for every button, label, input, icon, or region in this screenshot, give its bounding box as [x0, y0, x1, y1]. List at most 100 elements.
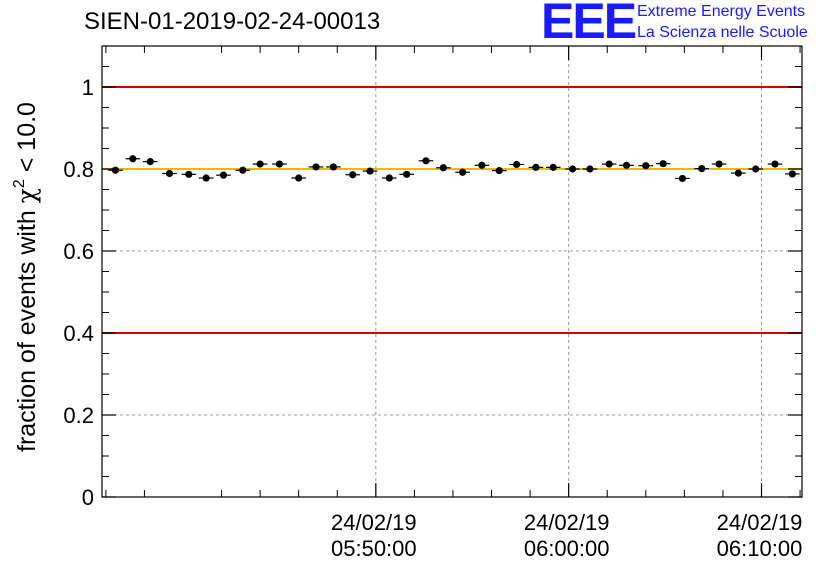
- grid: [102, 46, 802, 497]
- marker: [622, 161, 631, 169]
- marker: [513, 160, 521, 169]
- y-axis-label-suffix: < 10.0: [13, 102, 41, 179]
- marker: [752, 165, 760, 173]
- y-axis-label-prefix: fraction of events with: [13, 203, 41, 452]
- data-point: [308, 163, 324, 171]
- axis-ticks: [102, 46, 802, 498]
- marker: [312, 163, 320, 171]
- run-title: SIEN-01-2019-02-24-00013: [84, 8, 381, 35]
- marker: [111, 166, 120, 174]
- data-point: [362, 167, 378, 175]
- y-axis-label-exponent: 2: [11, 179, 28, 188]
- data-point: [345, 171, 361, 179]
- data-point: [382, 174, 397, 182]
- marker: [698, 164, 706, 173]
- data-point: [326, 163, 341, 171]
- data-point: [655, 160, 671, 168]
- data-point: [619, 161, 634, 169]
- marker: [239, 166, 247, 174]
- marker: [642, 162, 650, 170]
- data-point: [418, 157, 434, 165]
- marker: [295, 174, 303, 182]
- marker: [605, 160, 613, 168]
- x-tick-label-date: 24/02/19: [717, 510, 803, 535]
- logo-mark: EEE: [541, 0, 637, 49]
- data-point: [711, 160, 727, 168]
- x-tick-label-time: 05:50:00: [331, 536, 417, 561]
- logo-line-2: La Scienza nelle Scuole: [637, 24, 808, 41]
- y-tick-label: 0.4: [63, 321, 94, 346]
- horizontal-lines: [102, 86, 802, 334]
- marker: [422, 157, 430, 165]
- marker: [349, 171, 357, 179]
- data-point: [731, 169, 746, 177]
- plot-frame: [101, 45, 803, 498]
- data-point: [767, 160, 783, 168]
- marker: [202, 174, 210, 182]
- plot-border: [101, 45, 803, 498]
- data-point: [638, 162, 654, 170]
- marker: [734, 169, 742, 177]
- data-point: [142, 158, 158, 166]
- marker: [165, 169, 174, 178]
- y-axis-label-symbol: χ: [12, 188, 41, 203]
- y-tick-label: 1: [82, 75, 94, 100]
- marker: [586, 165, 594, 173]
- eee-logo: EEE Extreme Energy Events La Scienza nel…: [541, 0, 831, 48]
- data-point: [252, 160, 268, 168]
- marker: [403, 170, 411, 178]
- data-point: [748, 165, 764, 173]
- y-tick-label: 0: [82, 485, 94, 510]
- data-point: [545, 163, 561, 171]
- x-tick-label-date: 24/02/19: [331, 510, 417, 535]
- data-point: [455, 168, 470, 176]
- y-axis-label: fraction of events with χ2 < 10.0: [11, 102, 41, 452]
- marker: [678, 174, 687, 183]
- y-tick-label: 0.6: [63, 239, 94, 264]
- marker: [459, 168, 467, 176]
- marker: [771, 160, 779, 168]
- data-point: [181, 170, 197, 178]
- data-points: [108, 155, 800, 183]
- marker: [129, 155, 137, 163]
- marker: [568, 165, 577, 173]
- data-point: [216, 171, 231, 179]
- data-point: [125, 155, 141, 163]
- marker: [219, 171, 228, 179]
- logo-line-1: Extreme Energy Events: [637, 3, 806, 20]
- data-point: [601, 160, 617, 168]
- data-point: [235, 166, 251, 174]
- data-point: [491, 167, 507, 175]
- data-point: [272, 160, 287, 168]
- data-point: [162, 169, 177, 178]
- marker: [329, 163, 338, 171]
- marker: [532, 163, 540, 171]
- x-tick-label-time: 06:10:00: [717, 536, 803, 561]
- marker: [146, 158, 154, 166]
- data-point: [474, 161, 490, 169]
- marker: [659, 160, 667, 168]
- data-point: [528, 163, 544, 171]
- data-point: [694, 164, 710, 173]
- marker: [495, 167, 503, 175]
- x-tick-label-date: 24/02/19: [524, 510, 610, 535]
- marker: [788, 170, 796, 178]
- data-point: [582, 165, 598, 173]
- axis-labels: 00.20.40.60.8124/02/1905:50:0024/02/1906…: [11, 75, 802, 561]
- data-point: [198, 174, 214, 182]
- data-point: [565, 165, 580, 173]
- marker: [385, 174, 393, 182]
- marker: [439, 164, 447, 172]
- y-tick-label: 0.8: [63, 157, 94, 182]
- data-point: [435, 164, 451, 172]
- data-point: [509, 160, 524, 169]
- marker: [715, 160, 723, 168]
- data-point: [399, 170, 415, 178]
- x-tick-label-time: 06:00:00: [524, 536, 610, 561]
- marker: [256, 160, 264, 168]
- marker: [478, 161, 486, 169]
- y-tick-label: 0.2: [63, 403, 94, 428]
- data-point: [785, 170, 800, 178]
